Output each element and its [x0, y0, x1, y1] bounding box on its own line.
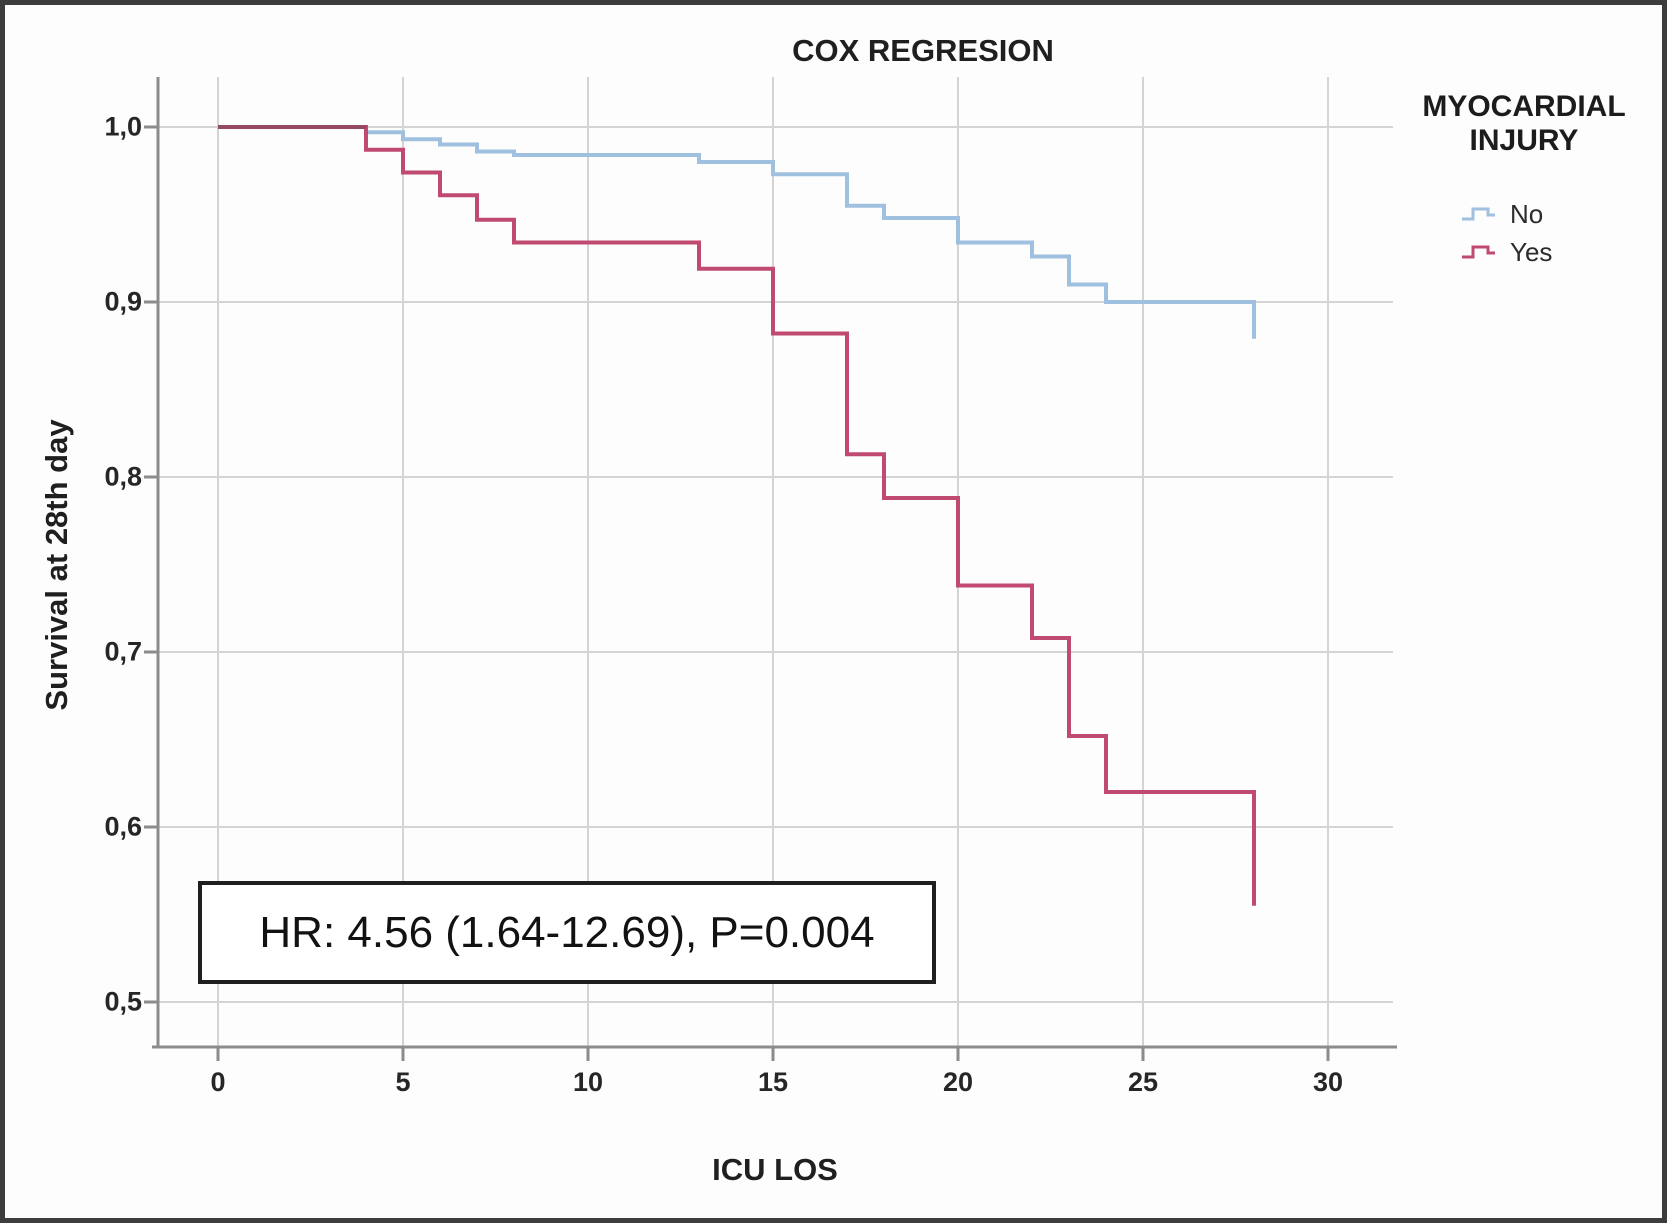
y-tick-label: 0,5: [104, 986, 142, 1017]
legend-item-label: No: [1510, 198, 1544, 229]
y-tick-label: 1,0: [104, 111, 142, 142]
x-tick-label: 10: [572, 1067, 604, 1097]
y-tick-label: 0,7: [104, 636, 142, 667]
legend-item-label: Yes: [1510, 236, 1553, 267]
y-tick-label: 0,8: [104, 461, 142, 492]
legend-item-yes: Yes: [1461, 233, 1655, 271]
legend-items: No Yes: [1393, 195, 1655, 271]
legend-step-icon: [1462, 245, 1495, 259]
series-no-line: [218, 125, 1256, 339]
x-tick-label: 15: [757, 1067, 789, 1097]
legend-step-icon: [1462, 207, 1495, 221]
hazard-ratio-annotation: HR: 4.56 (1.64-12.69), P=0.004: [198, 881, 936, 984]
y-axis-label: Survival at 28th day: [39, 419, 74, 711]
x-tick-label: 30: [1312, 1067, 1344, 1097]
x-tick-label: 0: [210, 1067, 226, 1097]
legend-title: MYOCARDIAL INJURY: [1422, 90, 1626, 157]
series-yes-line: [218, 125, 1256, 906]
x-tick-label: 25: [1127, 1067, 1159, 1097]
legend-item-no: No: [1461, 195, 1655, 233]
chart-title: COX REGRESION: [792, 33, 1054, 68]
plot-canvas: [144, 77, 1397, 1061]
legend: MYOCARDIAL INJURY No Yes: [1393, 90, 1655, 271]
x-axis-label: ICU LOS: [712, 1152, 838, 1187]
x-tick-label: 5: [395, 1067, 411, 1097]
x-tick-label: 20: [942, 1067, 974, 1097]
y-tick-label: 0,9: [104, 286, 142, 317]
y-tick-label: 0,6: [104, 811, 142, 842]
